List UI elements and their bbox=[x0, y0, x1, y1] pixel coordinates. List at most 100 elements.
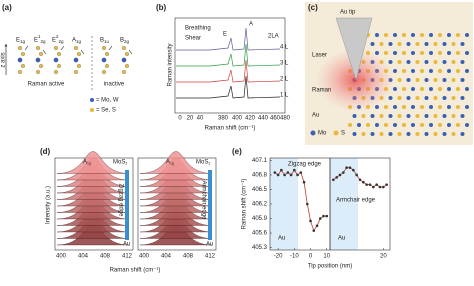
data-point bbox=[345, 166, 348, 169]
mo-atom bbox=[17, 57, 23, 63]
layer-label: 2 L bbox=[280, 77, 289, 83]
s-atom bbox=[420, 123, 424, 127]
spectrum bbox=[176, 27, 281, 51]
mode-label: E12g bbox=[34, 34, 46, 44]
s-atom bbox=[451, 42, 456, 46]
mo-atom bbox=[460, 114, 465, 118]
x-tick-label: -10 bbox=[290, 254, 299, 260]
mo-atom bbox=[447, 69, 451, 73]
mo-atom bbox=[388, 42, 393, 46]
mo-atom bbox=[53, 57, 59, 63]
mo-atom bbox=[388, 60, 393, 64]
mo-atom bbox=[370, 114, 375, 118]
s-atom bbox=[397, 78, 402, 82]
x-axis-label: Tip position (nm) bbox=[308, 264, 352, 270]
edge-label: Armchair edge bbox=[200, 180, 206, 220]
data-point bbox=[286, 171, 290, 174]
x-tick-label: 0 bbox=[309, 254, 313, 260]
mo-atom bbox=[424, 114, 429, 118]
legend-mo bbox=[90, 98, 94, 102]
s-atom bbox=[420, 33, 424, 37]
mo-atom bbox=[442, 96, 447, 100]
mo-atom bbox=[447, 33, 451, 37]
s-atom bbox=[456, 105, 460, 109]
substrate-label: Au bbox=[278, 236, 285, 242]
mo-atom bbox=[442, 114, 447, 118]
x-tick-label: 0 bbox=[178, 116, 182, 122]
s-atom bbox=[74, 70, 78, 74]
group-label: inactive bbox=[104, 82, 125, 88]
s-atom bbox=[438, 87, 442, 91]
spectrum bbox=[176, 75, 281, 99]
substrate-label: Au bbox=[206, 242, 213, 248]
s-atom bbox=[361, 132, 366, 136]
axis-label: z axis bbox=[1, 52, 7, 67]
substrate-label: Au bbox=[338, 236, 345, 242]
mo-atom bbox=[406, 114, 411, 118]
s-atom bbox=[415, 78, 420, 82]
data-point bbox=[378, 185, 382, 189]
data-point bbox=[375, 183, 378, 186]
mo-atom bbox=[429, 123, 433, 127]
mo-atom bbox=[406, 60, 411, 64]
mo-atom bbox=[460, 60, 465, 64]
s-atom bbox=[21, 52, 25, 56]
y-tick-label: 406.2 bbox=[252, 202, 268, 208]
data-point bbox=[276, 173, 280, 177]
layer-label: 1 L bbox=[280, 93, 289, 99]
s-atom bbox=[39, 64, 43, 68]
edge-label: Armchair edge bbox=[336, 198, 376, 204]
annotation: Shear bbox=[185, 36, 201, 42]
s-atom bbox=[438, 123, 442, 127]
s-atom bbox=[36, 46, 40, 50]
material-sub: 2 bbox=[208, 161, 210, 165]
s-atom bbox=[402, 123, 406, 127]
y-tick-label: 405.9 bbox=[252, 216, 268, 222]
s-atom bbox=[39, 52, 43, 56]
spectrum bbox=[176, 59, 281, 83]
vibration-arrow bbox=[80, 49, 85, 55]
s-atom bbox=[397, 114, 402, 118]
s-atom bbox=[433, 42, 438, 46]
s-atom bbox=[18, 70, 22, 74]
mode-sub: 2g bbox=[59, 39, 65, 44]
s-atom bbox=[57, 64, 61, 68]
data-point bbox=[352, 168, 355, 172]
vibration-arrow bbox=[42, 49, 47, 55]
edge-bar bbox=[125, 170, 129, 240]
mo-atom bbox=[465, 87, 469, 91]
s-atom bbox=[384, 51, 388, 55]
mo-atom bbox=[442, 78, 447, 82]
data-point bbox=[293, 168, 296, 172]
peak-sub: 1g bbox=[170, 161, 174, 165]
s-atom bbox=[125, 52, 129, 56]
tip-label: Au tip bbox=[340, 10, 356, 16]
mo-atom bbox=[447, 123, 451, 127]
data-point bbox=[283, 173, 286, 177]
mo-atom bbox=[370, 42, 375, 46]
mo-atom bbox=[465, 51, 469, 55]
data-point bbox=[372, 185, 375, 189]
s-atom bbox=[125, 64, 129, 68]
legend-text: = Mo, W bbox=[96, 98, 119, 104]
s-atom bbox=[54, 46, 58, 50]
s-atom bbox=[57, 52, 61, 56]
legend-text: = Se, S bbox=[96, 108, 116, 114]
data-point bbox=[342, 171, 345, 174]
mo-atom bbox=[352, 132, 357, 136]
mode-sub: 2g bbox=[41, 39, 47, 44]
vibration-arrow bbox=[128, 49, 133, 55]
mo-atom bbox=[429, 69, 433, 73]
mo-atom bbox=[460, 96, 465, 100]
s-atom bbox=[102, 70, 106, 74]
mo-atom bbox=[357, 123, 361, 127]
panel-label: (c) bbox=[308, 3, 318, 12]
mo-atom bbox=[465, 105, 469, 109]
data-point bbox=[322, 214, 325, 218]
mo-atom bbox=[35, 57, 41, 63]
mo-atom bbox=[447, 51, 451, 55]
mo-atom bbox=[429, 87, 433, 91]
mo-atom bbox=[465, 69, 469, 73]
mo-atom bbox=[375, 33, 379, 37]
mo-atom bbox=[411, 69, 415, 73]
